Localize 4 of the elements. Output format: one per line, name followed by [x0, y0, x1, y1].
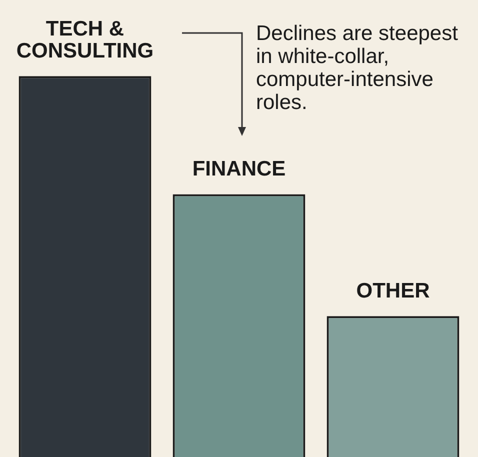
- x-tick-label: TECH & CONSULTING: [16, 17, 154, 62]
- annotation: Declines are steepest in white-collar, computer-intensive roles.: [256, 22, 459, 114]
- x-tick-label: FINANCE: [192, 158, 286, 181]
- x-tick-label: OTHER: [356, 279, 430, 302]
